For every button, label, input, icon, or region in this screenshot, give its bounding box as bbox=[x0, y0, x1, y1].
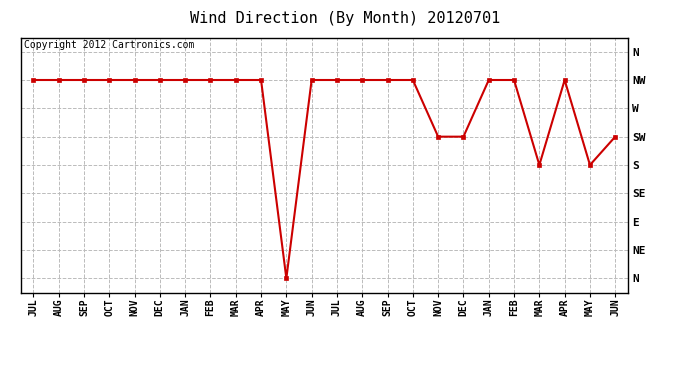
Text: Wind Direction (By Month) 20120701: Wind Direction (By Month) 20120701 bbox=[190, 11, 500, 26]
Text: Copyright 2012 Cartronics.com: Copyright 2012 Cartronics.com bbox=[23, 40, 194, 50]
